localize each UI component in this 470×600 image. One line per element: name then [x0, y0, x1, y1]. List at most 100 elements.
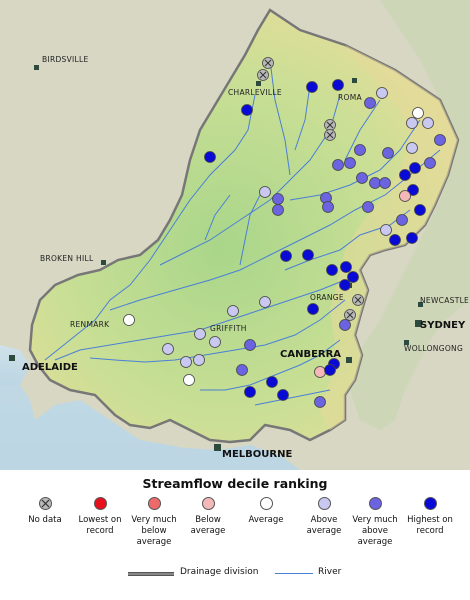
gauge-very-much-above: [379, 177, 391, 189]
gauge-above: [376, 87, 388, 99]
gauge-highest: [241, 104, 253, 116]
gauge-above: [406, 117, 418, 129]
gauge-above: [380, 224, 392, 236]
gauge-average: [183, 374, 195, 386]
city-marker-adelaide: [9, 355, 15, 361]
city-marker-newcastle: [418, 302, 423, 307]
gauge-very-much-above: [356, 172, 368, 184]
gauge-average: [123, 314, 135, 326]
legend-title: Streamflow decile ranking: [142, 476, 328, 491]
gauge-highest: [407, 184, 419, 196]
city-label-broken-hill: BROKEN HILL: [40, 254, 94, 263]
city-label-wollongong: WOLLONGONG: [404, 344, 463, 353]
drainage-division-label: Drainage division: [180, 567, 259, 577]
legend-item-highest: Highest on record: [400, 497, 460, 537]
legend-label-very-much-above: Very much above average: [352, 515, 398, 547]
city-marker-roma: [352, 78, 357, 83]
gauge-very-much-above: [434, 134, 446, 146]
gauge-highest: [244, 386, 256, 398]
city-label-charleville: CHARLEVILLE: [228, 88, 282, 97]
gauge-highest: [340, 261, 352, 273]
gauge-very-much-above: [236, 364, 248, 376]
gauge-highest: [280, 250, 292, 262]
gauge-highest: [414, 204, 426, 216]
river-label: River: [318, 567, 342, 577]
city-label-canberra: CANBERRA: [280, 349, 341, 360]
very-much-below-symbol: [147, 497, 161, 510]
gauge-highest: [204, 151, 216, 163]
gauge-very-much-above: [314, 396, 326, 408]
gauge-below: [399, 190, 411, 202]
legend-item-below: Below average: [178, 497, 238, 537]
gauge-very-much-above: [332, 159, 344, 171]
highlands: [320, 45, 458, 430]
gauge-above: [406, 142, 418, 154]
gauge-highest: [302, 249, 314, 261]
legend-label-lowest: Lowest on record: [78, 515, 122, 536]
city-label-griffith: GRIFFITH: [210, 324, 247, 333]
basin-map: BIRDSVILLE CHARLEVILLE ROMA BROKEN HILL …: [0, 0, 470, 470]
gauge-above: [259, 296, 271, 308]
gauge-very-much-above: [339, 319, 351, 331]
legend-item-above: Above average: [294, 497, 354, 537]
gauge-very-much-above: [344, 157, 356, 169]
gauge-above: [209, 336, 221, 348]
gauge-highest: [399, 169, 411, 181]
gauge-very-much-above: [369, 177, 381, 189]
city-label-adelaide: ADELAIDE: [22, 362, 78, 373]
gauge-very-much-above: [396, 214, 408, 226]
legend: Streamflow decile ranking No data Lowest…: [0, 470, 470, 600]
gauge-highest: [347, 271, 359, 283]
no-data-cross-icon: [259, 71, 267, 79]
gauge-above: [259, 186, 271, 198]
gauge-very-much-above: [354, 144, 366, 156]
city-label-newcastle: NEWCASTLE: [420, 296, 469, 305]
city-marker-broken-hill: [101, 260, 106, 265]
gauge-above: [227, 305, 239, 317]
city-label-renmark: RENMARK: [70, 320, 110, 329]
gauge-highest: [409, 162, 421, 174]
river-swatch: [275, 573, 313, 574]
city-marker-melbourne: [214, 444, 221, 451]
gauge-very-much-above: [364, 97, 376, 109]
gauge-highest: [266, 376, 278, 388]
city-marker-charleville: [256, 81, 261, 86]
highest-symbol: [423, 497, 437, 510]
city-label-orange: ORANGE: [310, 293, 344, 302]
no-data-cross-icon: [326, 121, 334, 129]
gauge-above: [162, 343, 174, 355]
gauge-very-much-above: [424, 157, 436, 169]
below-symbol: [201, 497, 215, 510]
gauge-average: [412, 107, 424, 119]
legend-item-very-much-above: Very much above average: [345, 497, 405, 548]
legend-label-above: Above average: [306, 515, 342, 536]
drainage-division-swatch: [128, 572, 174, 576]
legend-label-very-much-below: Very much below average: [131, 515, 177, 547]
gauge-above: [180, 356, 192, 368]
city-label-melbourne: MELBOURNE: [222, 449, 292, 460]
gauge-highest: [307, 303, 319, 315]
gauge-highest: [389, 234, 401, 246]
legend-item-very-much-below: Very much below average: [124, 497, 184, 548]
gauge-very-much-above: [362, 201, 374, 213]
city-label-roma: ROMA: [338, 93, 362, 102]
legend-label-below: Below average: [190, 515, 226, 536]
legend-label-average: Average: [248, 515, 284, 525]
gulf: [0, 345, 30, 385]
gauge-stations: [123, 57, 446, 408]
no-data-cross-icon: [354, 296, 362, 304]
gauge-very-much-above: [382, 147, 394, 159]
above-symbol: [317, 497, 331, 510]
city-marker-wollongong: [404, 340, 409, 345]
legend-item-average: Average: [236, 497, 296, 526]
legend-item-lowest: Lowest on record: [70, 497, 130, 537]
gauge-very-much-above: [272, 193, 284, 205]
no-data-cross-icon: [264, 59, 272, 67]
city-marker-canberra: [346, 357, 352, 363]
gauge-above: [422, 117, 434, 129]
legend-label-highest: Highest on record: [407, 515, 453, 536]
gauge-very-much-above: [272, 204, 284, 216]
gauge-above: [193, 354, 205, 366]
gauge-highest: [326, 264, 338, 276]
gauge-below: [314, 366, 326, 378]
